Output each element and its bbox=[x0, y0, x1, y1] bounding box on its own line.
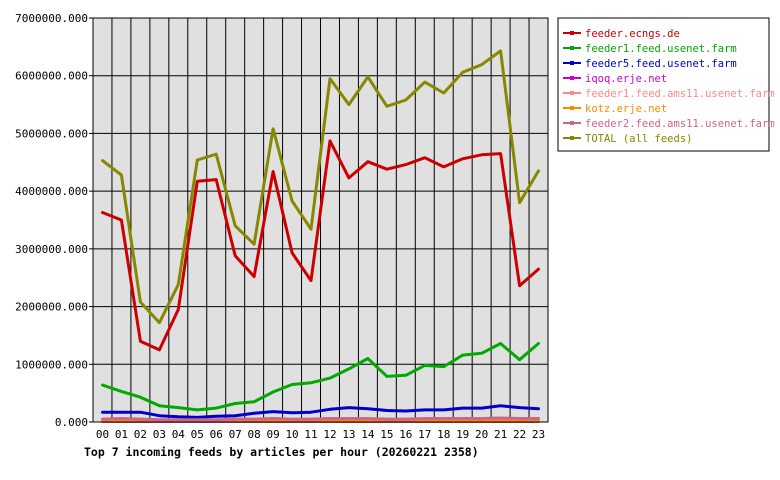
legend-marker bbox=[570, 121, 574, 125]
series-line-1 bbox=[101, 342, 540, 412]
x-tick-label: 17 bbox=[418, 428, 431, 441]
y-tick-label: 6000000.000 bbox=[15, 70, 88, 83]
x-tick-label: 18 bbox=[437, 428, 450, 441]
y-tick-label: 4000000.000 bbox=[15, 185, 88, 198]
y-tick-label: 5000000.000 bbox=[15, 127, 88, 140]
legend-label: kotz.erje.net bbox=[585, 103, 667, 115]
series-line-6 bbox=[101, 416, 540, 422]
legend: feeder.ecngs.de feeder1.feed.usenet.farm f… bbox=[557, 17, 775, 152]
x-tick-label: 05 bbox=[191, 428, 204, 441]
x-tick-label: 07 bbox=[229, 428, 242, 441]
y-tick-label: 3000000.000 bbox=[15, 243, 88, 256]
chart-title: Top 7 incoming feeds by articles per hou… bbox=[84, 445, 479, 459]
legend-marker bbox=[570, 91, 574, 95]
x-tick-label: 20 bbox=[475, 428, 488, 441]
series-lines bbox=[101, 49, 540, 423]
legend-label: feeder.ecngs.de bbox=[585, 28, 680, 40]
x-tick-label: 01 bbox=[115, 428, 128, 441]
x-tick-label: 04 bbox=[172, 428, 186, 441]
x-tick-label: 02 bbox=[134, 428, 147, 441]
x-tick-label: 22 bbox=[513, 428, 526, 441]
legend-marker bbox=[570, 31, 574, 35]
plot-frame bbox=[92, 17, 549, 423]
x-tick-label: 16 bbox=[399, 428, 412, 441]
x-tick-label: 21 bbox=[494, 428, 507, 441]
y-tick-label: 0.000 bbox=[55, 416, 88, 429]
legend-marker bbox=[570, 46, 574, 50]
series-line-0 bbox=[101, 139, 540, 352]
legend-box bbox=[557, 17, 770, 152]
y-axis-tick-labels: 0.000 1000000.000 2000000.000 3000000.000 40… bbox=[15, 12, 93, 429]
x-tick-label: 14 bbox=[361, 428, 375, 441]
legend-marker bbox=[570, 136, 574, 140]
x-tick-label: 08 bbox=[248, 428, 261, 441]
legend-label: iqoq.erje.net bbox=[585, 73, 667, 85]
x-axis-tick-labels: 00 01 02 03 04 05 06 07 08 09 10 11 12 13 14 15 16 17 18 19… bbox=[96, 428, 545, 441]
legend-label: feeder2.feed.ams11.usenet.farm bbox=[585, 118, 775, 130]
x-tick-label: 13 bbox=[342, 428, 355, 441]
legend-label: feeder1.feed.usenet.farm bbox=[585, 43, 737, 55]
x-tick-label: 11 bbox=[304, 428, 317, 441]
y-tick-label: 2000000.000 bbox=[15, 301, 88, 314]
x-tick-label: 00 bbox=[96, 428, 109, 441]
y-tick-label: 1000000.000 bbox=[15, 358, 88, 371]
x-tick-label: 23 bbox=[532, 428, 545, 441]
series-line-2 bbox=[101, 404, 540, 419]
x-tick-label: 12 bbox=[323, 428, 336, 441]
legend-marker bbox=[570, 76, 574, 80]
legend-marker bbox=[570, 106, 574, 110]
x-tick-label: 06 bbox=[210, 428, 223, 441]
legend-label: TOTAL (all feeds) bbox=[585, 133, 692, 145]
legend-marker bbox=[570, 61, 574, 65]
x-tick-label: 10 bbox=[285, 428, 298, 441]
x-tick-label: 19 bbox=[456, 428, 469, 441]
series-line-7 bbox=[101, 49, 540, 325]
legend-label: feeder1.feed.ams11.usenet.farm bbox=[585, 88, 775, 100]
x-tick-label: 15 bbox=[380, 428, 393, 441]
x-tick-label: 09 bbox=[266, 428, 279, 441]
legend-label: feeder5.feed.usenet.farm bbox=[585, 58, 737, 70]
x-tick-label: 03 bbox=[153, 428, 166, 441]
y-tick-label: 7000000.000 bbox=[15, 12, 88, 25]
